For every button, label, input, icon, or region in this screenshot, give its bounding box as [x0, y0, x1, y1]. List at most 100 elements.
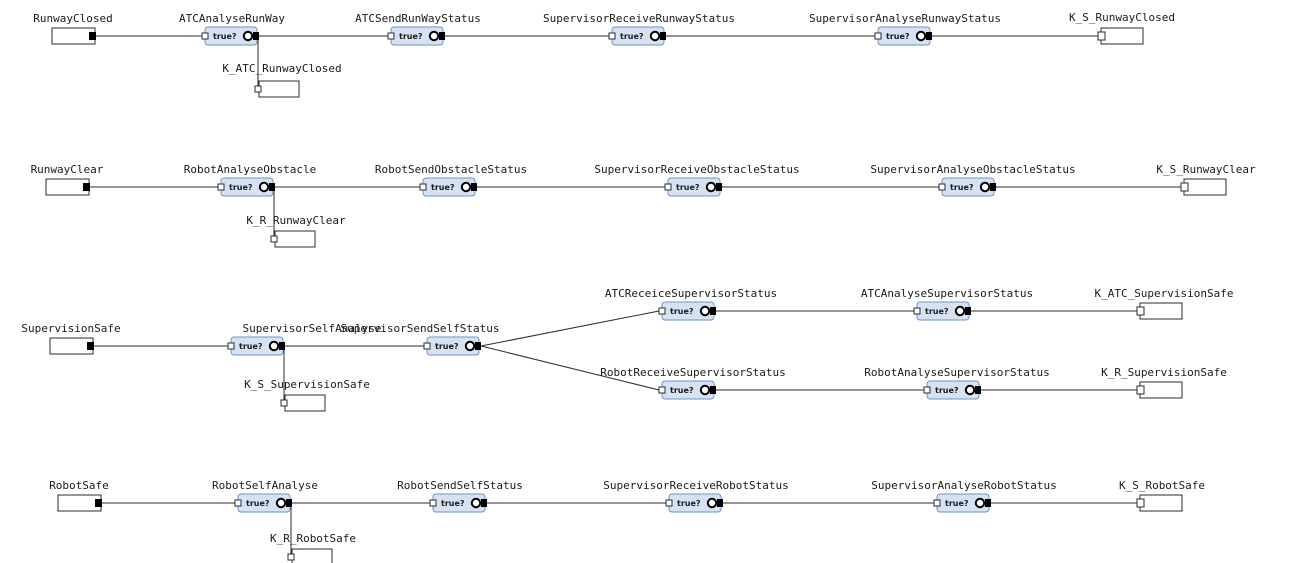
block-supervisor-send-self-status: true?	[423, 336, 481, 356]
source-box	[45, 178, 90, 196]
output-port	[253, 32, 259, 40]
wire-fork-lower	[480, 345, 660, 391]
ring-icon	[275, 497, 287, 509]
block-supervisor-self-analyse: true?	[227, 336, 285, 356]
label-supervisor-receive-runway-status: SupervisorReceiveRunwayStatus	[543, 12, 735, 25]
label-robot-analyse-obstacle: RobotAnalyseObstacle	[184, 163, 316, 176]
output-port	[710, 307, 716, 315]
label-k-s-runway-closed: K_S_RunwayClosed	[1069, 11, 1175, 24]
output-port	[975, 386, 981, 394]
ring-icon	[706, 497, 718, 509]
source-box	[49, 337, 94, 355]
label-supervisor-receive-robot-status: SupervisorReceiveRobotStatus	[603, 479, 788, 492]
block-supervisor-analyse-robot-status: true?	[933, 493, 991, 513]
input-port	[913, 307, 921, 315]
block-condition: true?	[925, 307, 949, 316]
label-k-s-runway-clear: K_S_RunwayClear	[1156, 163, 1256, 176]
output-port	[83, 183, 90, 191]
input-port	[1180, 182, 1189, 192]
block-atc-send-run-way-status: true?	[387, 26, 445, 46]
output-port	[990, 183, 996, 191]
label-robot-send-self-status: RobotSendSelfStatus	[397, 479, 523, 492]
sink-box	[274, 230, 316, 248]
block-condition: true?	[886, 32, 910, 41]
block-supervisor-analyse-obstacle-status: true?	[938, 177, 996, 197]
label-k-r-supervision-safe: K_R_SupervisionSafe	[1101, 366, 1227, 379]
input-port	[234, 499, 242, 507]
ring-icon	[705, 181, 717, 193]
source-box	[57, 494, 102, 512]
block-robot-send-self-status: true?	[429, 493, 487, 513]
block-robot-self-analyse: true?	[234, 493, 292, 513]
block-condition: true?	[246, 499, 270, 508]
block-condition: true?	[229, 183, 253, 192]
source-supervision-safe	[49, 337, 94, 355]
source-robot-safe	[57, 494, 102, 512]
sink-box	[1100, 27, 1144, 45]
label-runway-clear: RunwayClear	[31, 163, 104, 176]
sink-box	[258, 80, 300, 98]
sink-k-atc-supervision-safe	[1136, 302, 1183, 320]
label-robot-self-analyse: RobotSelfAnalyse	[212, 479, 318, 492]
sink-box	[1139, 302, 1183, 320]
input-port	[1136, 306, 1145, 316]
label-supervisor-analyse-runway-status: SupervisorAnalyseRunwayStatus	[809, 12, 1001, 25]
input-port	[1136, 385, 1145, 395]
block-supervisor-receive-obstacle-status: true?	[664, 177, 722, 197]
label-supervisor-send-self-status: SupervisorSendSelfStatus	[341, 322, 500, 335]
block-atc-receice-supervisor-status: true?	[658, 301, 716, 321]
block-condition: true?	[213, 32, 237, 41]
input-port	[938, 183, 946, 191]
block-robot-analyse-obstacle: true?	[217, 177, 275, 197]
input-port	[280, 399, 288, 407]
label-runway-closed: RunwayClosed	[33, 12, 112, 25]
label-atc-receice-supervisor-status: ATCReceiceSupervisorStatus	[605, 287, 777, 300]
output-port	[475, 342, 481, 350]
label-atc-analyse-supervisor-status: ATCAnalyseSupervisorStatus	[861, 287, 1033, 300]
input-port	[658, 307, 666, 315]
label-robot-analyse-supervisor-status: RobotAnalyseSupervisorStatus	[864, 366, 1049, 379]
input-port	[419, 183, 427, 191]
output-port	[279, 342, 285, 350]
output-port	[439, 32, 445, 40]
block-condition: true?	[670, 386, 694, 395]
output-port	[95, 499, 102, 507]
sink-box	[291, 548, 333, 563]
input-port	[665, 499, 673, 507]
nodes-layer: true? true? true? true? true? true? true? true?…	[45, 26, 1227, 563]
sink-box	[1183, 178, 1227, 196]
label-robot-send-obstacle-status: RobotSendObstacleStatus	[375, 163, 527, 176]
block-condition: true?	[677, 499, 701, 508]
output-port	[716, 183, 722, 191]
input-port	[658, 386, 666, 394]
input-port	[1136, 498, 1145, 508]
output-port	[471, 183, 477, 191]
output-port	[481, 499, 487, 507]
input-port	[933, 499, 941, 507]
input-port	[270, 235, 278, 243]
ring-icon	[268, 340, 280, 352]
label-supervisor-analyse-robot-status: SupervisorAnalyseRobotStatus	[871, 479, 1056, 492]
input-port	[201, 32, 209, 40]
branch-sink-k-atc-runway-closed	[254, 80, 300, 98]
label-supervision-safe: SupervisionSafe	[21, 322, 120, 335]
source-runway-closed	[51, 27, 96, 45]
block-supervisor-receive-runway-status: true?	[608, 26, 666, 46]
ring-icon	[470, 497, 482, 509]
label-supervisor-receive-obstacle-status: SupervisorReceiveObstacleStatus	[594, 163, 799, 176]
input-port	[227, 342, 235, 350]
block-atc-analyse-run-way: true?	[201, 26, 259, 46]
output-port	[286, 499, 292, 507]
input-port	[923, 386, 931, 394]
ring-icon	[428, 30, 440, 42]
label-supervisor-analyse-obstacle-status: SupervisorAnalyseObstacleStatus	[870, 163, 1075, 176]
output-port	[269, 183, 275, 191]
input-port	[664, 183, 672, 191]
output-port	[717, 499, 723, 507]
ring-icon	[699, 384, 711, 396]
block-condition: true?	[435, 342, 459, 351]
block-condition: true?	[239, 342, 263, 351]
block-condition: true?	[670, 307, 694, 316]
branch-sink-k-r-robot-safe	[287, 548, 333, 563]
